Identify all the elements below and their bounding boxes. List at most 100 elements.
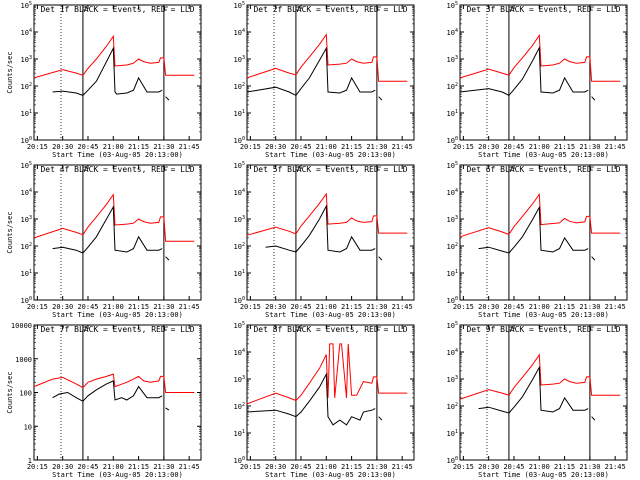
series-line-events [459,45,589,97]
series-line-events [591,416,596,421]
plot-frame [459,164,628,301]
y-tick-label: 100 [234,456,245,465]
reference-line-flag [508,166,513,171]
series-line-events [246,46,376,97]
x-tick-label: 20:45 [503,303,524,311]
series-line-events [591,96,596,101]
y-tick-label: 103 [21,215,32,224]
panel-title: Det 6f BLACK = Events, RED = LLD [466,165,620,174]
x-tick-label: 21:45 [605,143,626,151]
x-tick-label: 21:15 [341,143,362,151]
x-tick-label: 20:30 [265,463,286,471]
series-line-lld [33,373,195,393]
x-axis-label: Start Time (03-Aug-05 20:13:00) [265,311,396,319]
x-tick-label: 21:15 [554,143,575,151]
y-tick-label: 102 [21,82,32,91]
panel-title: Det 9f BLACK = Events, RED = LLD [466,325,620,334]
reference-line-flag [376,166,381,171]
x-axis-label: Start Time (03-Aug-05 20:13:00) [52,151,183,159]
y-tick-label: 101 [447,269,458,278]
x-tick-label: 21:15 [128,463,149,471]
x-tick-label: 21:45 [179,143,200,151]
detector-panel-7: Det 7f BLACK = Events, RED = LLD 1 10 100 10… [6,322,202,479]
y-tick-label: 104 [447,188,458,197]
detector-panel-9: Det 9f BLACK = Events, RED = LLD 100 101 10… [447,321,628,479]
x-tick-label: 20:45 [77,463,98,471]
x-tick-label: 21:45 [605,303,626,311]
y-tick-label: 104 [447,28,458,37]
x-tick-label: 20:15 [240,463,261,471]
y-tick-label: 101 [447,429,458,438]
x-tick-label: 20:30 [52,303,73,311]
y-tick-label: 101 [21,109,32,118]
y-tick-label: 102 [234,82,245,91]
x-tick-label: 21:30 [153,303,174,311]
series-line-lld [459,192,621,238]
reference-line-flag [508,326,513,331]
x-tick-label: 20:15 [27,463,48,471]
y-tick-label: 103 [234,375,245,384]
y-tick-label: 101 [21,269,32,278]
series-line-events [52,205,163,254]
y-tick-label: 100 [19,390,32,398]
y-tick-label: 102 [234,242,245,251]
x-tick-label: 20:45 [77,143,98,151]
y-tick-label: 103 [21,55,32,64]
reference-line-flag [82,326,87,331]
x-tick-label: 21:45 [179,463,200,471]
y-tick-label: 103 [447,215,458,224]
x-tick-label: 20:45 [503,143,524,151]
x-tick-label: 20:15 [27,303,48,311]
x-tick-label: 21:15 [341,463,362,471]
series-line-events [378,256,383,261]
y-tick-label: 102 [447,82,458,91]
reference-line-flag [508,6,513,11]
x-tick-label: 20:30 [478,463,499,471]
x-tick-label: 21:30 [366,463,387,471]
y-axis-label: Counts/sec [6,371,14,413]
x-tick-label: 21:15 [128,143,149,151]
series-line-events [378,416,383,421]
y-tick-label: 101 [234,109,245,118]
reference-line-flag [295,326,300,331]
y-tick-label: 100 [234,296,245,305]
y-tick-label: 102 [21,242,32,251]
plot-frame [459,4,628,141]
panel-title: Det 7f BLACK = Events, RED = LLD [40,325,194,334]
x-tick-label: 21:30 [153,463,174,471]
reference-line-flag [589,6,594,11]
plot-frame [33,164,202,301]
reference-line-flag [376,326,381,331]
y-tick-label: 105 [234,1,245,10]
panel-title: Det 8f BLACK = Events, RED = LLD [253,325,407,334]
x-tick-label: 20:15 [240,143,261,151]
panel-title: Det 4f BLACK = Events, RED = LLD [40,165,194,174]
y-tick-label: 103 [234,55,245,64]
x-tick-label: 21:00 [529,463,550,471]
x-tick-label: 20:30 [478,143,499,151]
x-axis-label: Start Time (03-Aug-05 20:13:00) [265,151,396,159]
y-tick-label: 105 [21,1,32,10]
detector-panel-1: Det 1f BLACK = Events, RED = LLD 100 101 10… [6,1,202,159]
x-tick-label: 21:00 [316,143,337,151]
series-line-events [478,365,589,414]
y-axis-label: Counts/sec [6,211,14,253]
y-tick-label: 103 [447,375,458,384]
x-tick-label: 20:15 [453,143,474,151]
panel-title: Det 3f BLACK = Events, RED = LLD [466,5,620,14]
x-tick-label: 21:00 [316,463,337,471]
series-line-events [591,256,596,261]
x-tick-label: 21:15 [341,303,362,311]
x-tick-label: 21:45 [605,463,626,471]
plot-frame [459,324,628,461]
x-tick-label: 20:45 [77,303,98,311]
x-tick-label: 21:30 [366,303,387,311]
y-tick-label: 104 [234,348,245,357]
series-line-lld [246,343,408,405]
x-tick-label: 21:00 [103,303,124,311]
x-tick-label: 21:45 [179,303,200,311]
y-tick-label: 102 [447,242,458,251]
x-tick-label: 21:15 [554,303,575,311]
x-tick-label: 21:30 [579,303,600,311]
y-tick-label: 104 [21,28,32,37]
